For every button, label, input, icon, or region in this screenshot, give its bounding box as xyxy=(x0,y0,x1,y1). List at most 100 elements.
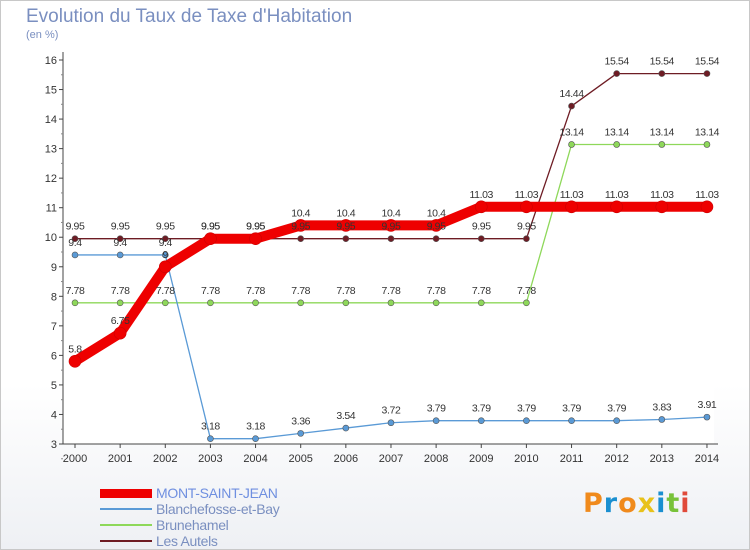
data-label: 3.79 xyxy=(517,403,536,415)
data-point xyxy=(477,235,485,243)
data-label: 7.78 xyxy=(427,285,446,297)
data-label: 9.95 xyxy=(336,221,355,233)
data-point xyxy=(68,354,82,368)
y-tick-label: 6 xyxy=(51,350,57,362)
data-label: 7.78 xyxy=(111,285,130,297)
data-point xyxy=(658,70,666,77)
x-tick-label: 2002 xyxy=(153,453,177,465)
logo-letter: i xyxy=(656,488,667,519)
data-label: 7.78 xyxy=(291,285,310,297)
data-point xyxy=(432,417,440,424)
data-label: 7.78 xyxy=(517,285,536,297)
data-label: 3.79 xyxy=(562,403,581,415)
data-label: 9.95 xyxy=(66,221,85,233)
data-point xyxy=(429,219,443,232)
data-label: 3.83 xyxy=(652,401,671,413)
y-tick-label: 8 xyxy=(51,291,57,303)
legend-label: Blanchefosse-et-Bay xyxy=(156,501,280,517)
logo-letter: i xyxy=(680,488,691,519)
data-point xyxy=(387,299,395,307)
data-point xyxy=(658,141,666,148)
data-label: 11.03 xyxy=(605,189,629,201)
data-point xyxy=(297,299,305,307)
legend-label: Brunehamel xyxy=(156,517,229,533)
data-point xyxy=(387,235,395,243)
y-tick-label: 7 xyxy=(51,321,57,333)
x-tick-label: 2012 xyxy=(604,453,628,465)
data-label: 3.54 xyxy=(336,410,355,422)
y-tick-label: 15 xyxy=(45,85,57,97)
data-label: 10.4 xyxy=(427,207,446,219)
data-label: 7.78 xyxy=(156,285,175,297)
x-tick-label: 2008 xyxy=(424,453,448,465)
data-label: 6.75 xyxy=(111,315,130,327)
data-point xyxy=(116,235,124,243)
data-label: 9.95 xyxy=(472,221,491,233)
data-point xyxy=(252,435,259,442)
data-point xyxy=(294,219,308,232)
data-label: 3.36 xyxy=(291,415,310,427)
data-point xyxy=(252,299,259,307)
data-point xyxy=(116,251,124,259)
x-tick-label: 2010 xyxy=(514,453,538,465)
y-tick-label: 12 xyxy=(45,173,57,185)
data-label: 7.78 xyxy=(472,285,491,297)
y-tick-label: 5 xyxy=(51,380,57,392)
data-point xyxy=(523,235,530,243)
plot-area xyxy=(63,52,714,444)
data-label: 7.78 xyxy=(201,285,220,297)
data-point xyxy=(610,200,623,214)
data-point xyxy=(432,299,440,307)
data-point xyxy=(477,417,485,424)
data-point xyxy=(249,232,262,246)
y-tick-label: 9 xyxy=(51,262,57,274)
data-point xyxy=(113,326,127,340)
y-tick-label: 13 xyxy=(45,144,57,156)
data-label: 10.4 xyxy=(382,207,401,219)
x-tick-label: 2001 xyxy=(108,453,132,465)
data-point xyxy=(613,417,620,424)
data-label: 13.14 xyxy=(650,126,675,138)
data-label: 11.03 xyxy=(650,189,674,201)
data-point xyxy=(71,299,79,307)
data-point xyxy=(342,299,350,307)
data-point xyxy=(523,299,530,307)
data-point xyxy=(432,235,440,243)
data-point xyxy=(568,102,575,110)
y-tick-label: 11 xyxy=(46,203,57,215)
data-point xyxy=(161,251,169,259)
data-label: 3.18 xyxy=(201,421,220,433)
data-label: 9.4 xyxy=(159,237,173,249)
proxiti-logo: Proxiti xyxy=(583,488,691,519)
data-point xyxy=(71,251,79,259)
data-point xyxy=(474,200,488,214)
chart-legend: MONT-SAINT-JEAN Blanchefosse-et-Bay Bruneh… xyxy=(100,485,280,549)
data-label: 15.54 xyxy=(695,56,720,68)
legend-item: Les Autels xyxy=(100,533,279,549)
logo-letter: x xyxy=(637,488,657,519)
data-point xyxy=(342,235,350,243)
data-label: 9.95 xyxy=(201,221,220,233)
data-point xyxy=(204,232,217,246)
y-tick-label: 3 xyxy=(51,439,57,451)
data-label: 13.14 xyxy=(559,126,584,138)
y-tick-label: 14 xyxy=(45,114,57,126)
data-label: 9.4 xyxy=(68,237,82,249)
data-label: 7.78 xyxy=(246,285,265,297)
x-tick-label: 2006 xyxy=(334,453,358,465)
data-label: 9.95 xyxy=(517,221,536,233)
data-label: 10.4 xyxy=(336,207,355,219)
data-label: 3.79 xyxy=(472,403,491,415)
data-label: 11.03 xyxy=(515,189,539,201)
data-point xyxy=(477,299,485,307)
data-point xyxy=(700,200,714,214)
data-point xyxy=(384,219,398,232)
data-point xyxy=(613,141,620,148)
legend-label: Les Autels xyxy=(156,533,218,549)
logo-letter: o xyxy=(618,488,638,519)
x-tick-label: 2009 xyxy=(469,453,493,465)
data-label: 11.03 xyxy=(470,189,494,201)
data-label: 5.8 xyxy=(68,343,82,355)
chart-title: Evolution du Taux de Taxe d'Habitation xyxy=(26,6,353,27)
legend-swatch xyxy=(100,488,152,498)
